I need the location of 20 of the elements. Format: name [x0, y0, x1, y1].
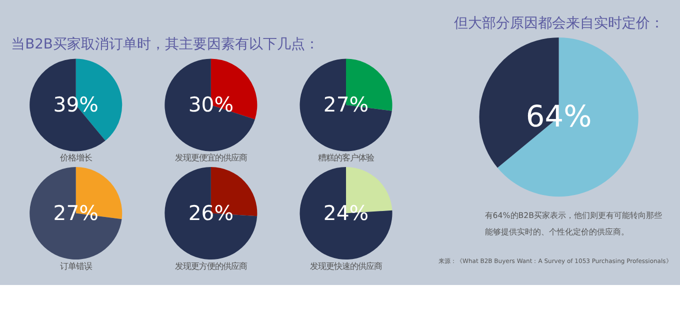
chart-title: 但大部分原因都会来自实时定价：	[454, 15, 664, 32]
pie-slice	[30, 167, 122, 260]
text: 发现更便宜的供应商	[174, 152, 247, 163]
text: 发现更快速的供应商	[310, 260, 382, 271]
text: 价格增长	[58, 152, 92, 163]
data-label: 27%	[323, 92, 369, 117]
pie-slice	[300, 58, 392, 152]
pie-slice	[300, 167, 392, 260]
text: 订单错误	[60, 260, 92, 271]
text: 发现更方便的供应商	[174, 260, 247, 271]
data-label: 24%	[323, 200, 369, 225]
pie-slice	[497, 37, 638, 197]
text: 糟糕的客户体验	[318, 152, 374, 163]
pie-slice	[30, 58, 106, 152]
data-label: 26%	[188, 200, 234, 225]
text: 当B2B买家取消订单时，其主要因素有以下几点：	[11, 36, 319, 53]
pie-slice	[164, 58, 255, 152]
data-label: 27%	[53, 200, 98, 225]
data-label: 39%	[53, 92, 98, 117]
pie-slice	[164, 167, 258, 260]
